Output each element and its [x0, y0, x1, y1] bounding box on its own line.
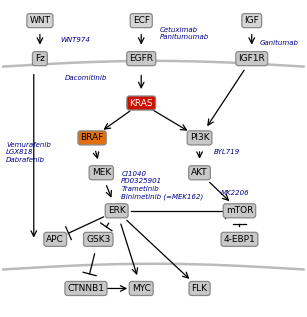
Text: ERK: ERK: [108, 206, 126, 215]
Text: KRAS: KRAS: [130, 99, 153, 107]
Text: Cetuximab
Panitumumab: Cetuximab Panitumumab: [160, 27, 209, 40]
Text: BRAF: BRAF: [80, 133, 104, 142]
Text: Vemurafenib
LGX818
Dabrafenib: Vemurafenib LGX818 Dabrafenib: [6, 142, 51, 163]
Text: FLK: FLK: [192, 284, 208, 293]
Text: EGFR: EGFR: [129, 54, 153, 63]
Text: 4-EBP1: 4-EBP1: [223, 235, 255, 244]
Text: AKT: AKT: [191, 168, 208, 177]
Text: Fz: Fz: [35, 54, 45, 63]
Text: Ganitumab: Ganitumab: [259, 40, 298, 46]
Text: APC: APC: [46, 235, 64, 244]
Text: Dacomitinib: Dacomitinib: [64, 75, 107, 81]
Text: GSK3: GSK3: [86, 235, 111, 244]
Text: PI3K: PI3K: [190, 133, 209, 142]
Text: IGF: IGF: [244, 16, 259, 25]
Text: WNT974: WNT974: [60, 37, 90, 42]
Text: ECF: ECF: [133, 16, 150, 25]
Text: CTNNB1: CTNNB1: [68, 284, 104, 293]
Text: WNT: WNT: [29, 16, 50, 25]
Text: BYL719: BYL719: [213, 149, 240, 155]
Text: MYC: MYC: [132, 284, 151, 293]
Text: CI1040
PD0325901
Trametinib
Binimetinib (=MEK162): CI1040 PD0325901 Trametinib Binimetinib …: [121, 171, 204, 200]
Text: MEK: MEK: [92, 168, 111, 177]
Text: mTOR: mTOR: [226, 206, 253, 215]
Text: IGF1R: IGF1R: [238, 54, 265, 63]
Text: MK2206: MK2206: [221, 191, 250, 196]
